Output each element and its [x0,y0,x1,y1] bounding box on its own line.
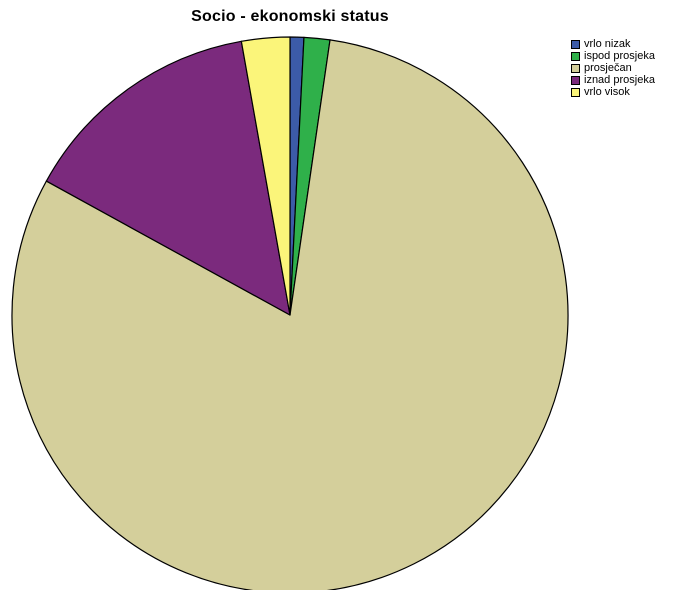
legend-item: prosječan [571,62,675,74]
legend-label: vrlo nizak [584,38,631,50]
legend-label: iznad prosjeka [584,74,655,86]
legend-item: ispod prosjeka [571,50,675,62]
legend-swatch [571,63,580,73]
legend-label: prosječan [584,62,632,74]
pie-slice-vrlo-visok [240,36,291,316]
legend-swatch [571,75,580,85]
legend-swatch [571,87,580,97]
legend-item: iznad prosjeka [571,74,675,86]
legend-swatch [571,39,580,49]
legend-label: vrlo visok [584,86,630,98]
chart-title: Socio - ekonomski status [191,8,389,25]
legend-item: vrlo nizak [571,38,675,50]
legend-swatch [571,51,580,61]
pie-slice-prosječan [11,39,569,590]
legend-item: vrlo visok [571,86,675,98]
legend: vrlo nizak ispod prosjeka prosječan iznad p… [571,38,675,98]
pie-slice-iznad-prosjeka [45,40,291,316]
legend-label: ispod prosjeka [584,50,655,62]
